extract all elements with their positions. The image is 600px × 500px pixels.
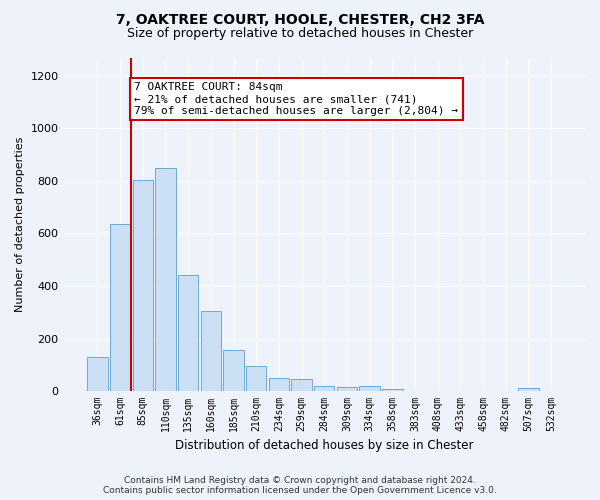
Bar (518, 388, 539, 391)
Text: 7 OAKTREE COURT: 84sqm
← 21% of detached houses are smaller (741)
79% of semi-de: 7 OAKTREE COURT: 84sqm ← 21% of detached… (134, 82, 458, 116)
Bar (246, 366, 266, 391)
Bar (155, 168, 176, 391)
Bar (337, 387, 357, 391)
Text: Contains HM Land Registry data © Crown copyright and database right 2024.
Contai: Contains HM Land Registry data © Crown c… (103, 476, 497, 495)
Bar (223, 350, 244, 391)
Text: 7, OAKTREE COURT, HOOLE, CHESTER, CH2 3FA: 7, OAKTREE COURT, HOOLE, CHESTER, CH2 3F… (116, 12, 484, 26)
Y-axis label: Number of detached properties: Number of detached properties (15, 136, 25, 312)
Bar (292, 379, 312, 391)
Text: Size of property relative to detached houses in Chester: Size of property relative to detached ho… (127, 28, 473, 40)
Bar (200, 311, 221, 391)
Bar (178, 276, 199, 391)
Bar (314, 386, 334, 391)
Bar (87, 357, 107, 391)
Bar (359, 386, 380, 391)
X-axis label: Distribution of detached houses by size in Chester: Distribution of detached houses by size … (175, 440, 473, 452)
Bar (269, 378, 289, 391)
Bar (133, 180, 153, 391)
Bar (382, 389, 403, 391)
Bar (110, 224, 130, 391)
